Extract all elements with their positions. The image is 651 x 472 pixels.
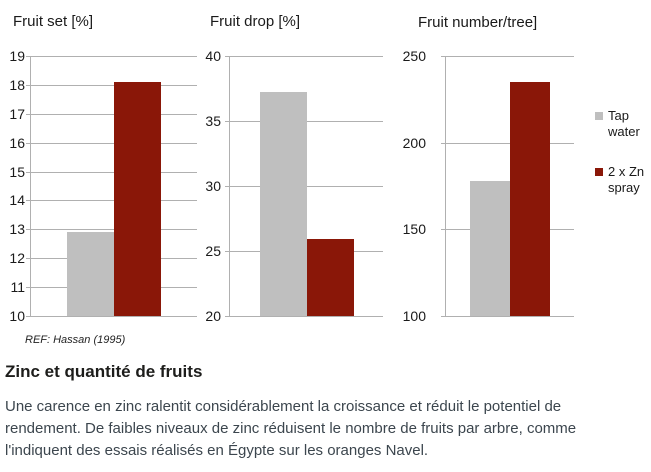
bar-2-x-zn-spray xyxy=(510,82,550,316)
y-axis-tick-label: 150 xyxy=(402,221,426,238)
y-axis-tick-label: 20 xyxy=(205,308,221,324)
gridline xyxy=(26,316,197,317)
figure-reference: REF: Hassan (1995) xyxy=(25,334,126,346)
bar-tap-water xyxy=(259,92,307,316)
plot-area-fruit-set xyxy=(26,56,197,317)
bars-fruit-set xyxy=(31,56,197,316)
bar-tap-water xyxy=(470,180,510,316)
y-axis-tick-label: 13 xyxy=(9,221,25,238)
chart-title-fruit-set: Fruit set [%] xyxy=(13,13,94,30)
legend-swatch xyxy=(595,112,603,120)
chart-title-fruit-drop: Fruit drop [%] xyxy=(210,13,301,30)
section-heading: Zinc et quantité de fruits xyxy=(5,362,203,381)
y-axis-tick-label: 19 xyxy=(9,48,25,64)
bar-tap-water xyxy=(67,232,114,316)
y-axis-tick-label: 17 xyxy=(9,105,25,122)
chart-title-fruit-number: Fruit number/tree] xyxy=(418,14,538,31)
plot-area-fruit-drop xyxy=(225,56,383,317)
y-axis-labels-fruit-drop: 40 35 30 25 20 xyxy=(190,48,221,324)
y-axis-tick-label: 15 xyxy=(9,163,25,180)
bars-fruit-number xyxy=(446,56,574,316)
bars-fruit-drop xyxy=(230,56,383,316)
legend-swatch xyxy=(595,168,603,176)
gridline xyxy=(26,142,197,144)
y-axis-tick-label: 250 xyxy=(402,48,426,64)
y-axis-tick-label: 200 xyxy=(402,134,426,151)
y-axis-tick-label: 18 xyxy=(9,76,25,93)
gridline xyxy=(26,56,197,57)
y-axis-tick-label: 14 xyxy=(9,192,25,209)
gridline xyxy=(225,316,383,317)
legend-label: Tap water xyxy=(608,108,640,139)
y-axis-tick-label: 16 xyxy=(9,134,25,151)
legend-item: Tap water xyxy=(595,108,651,140)
gridline xyxy=(441,56,574,57)
legend: Tap water 2 x Zn spray xyxy=(595,108,651,196)
y-axis-labels-fruit-set: 19 18 17 16 15 14 13 12 11 10 xyxy=(0,48,25,324)
y-axis-tick-label: 100 xyxy=(402,308,426,324)
y-axis-tick-label: 10 xyxy=(9,308,25,324)
gridline xyxy=(441,142,574,144)
gridline xyxy=(26,229,197,231)
gridline xyxy=(26,171,197,173)
gridline xyxy=(225,56,383,57)
y-axis-tick-label: 35 xyxy=(205,113,221,129)
y-axis-labels-fruit-number: 250 200 150 100 xyxy=(385,48,426,324)
y-axis-tick-label: 40 xyxy=(205,48,221,64)
bar-2-x-zn-spray xyxy=(306,239,354,316)
plot-area-fruit-number xyxy=(441,56,574,317)
y-axis-tick-label: 12 xyxy=(9,250,25,267)
y-axis-tick-label: 11 xyxy=(10,279,25,296)
gridline xyxy=(441,316,574,317)
body-paragraph: Une carence en zinc ralentit considérabl… xyxy=(5,398,577,459)
legend-label: 2 x Zn spray xyxy=(608,164,645,195)
bar-2-x-zn-spray xyxy=(114,82,161,316)
gridline xyxy=(26,84,197,86)
gridline xyxy=(26,113,197,115)
gridline xyxy=(26,200,197,202)
y-axis-tick-label: 30 xyxy=(205,178,221,194)
legend-item: 2 x Zn spray xyxy=(595,164,651,196)
y-axis-tick-label: 25 xyxy=(205,243,221,259)
